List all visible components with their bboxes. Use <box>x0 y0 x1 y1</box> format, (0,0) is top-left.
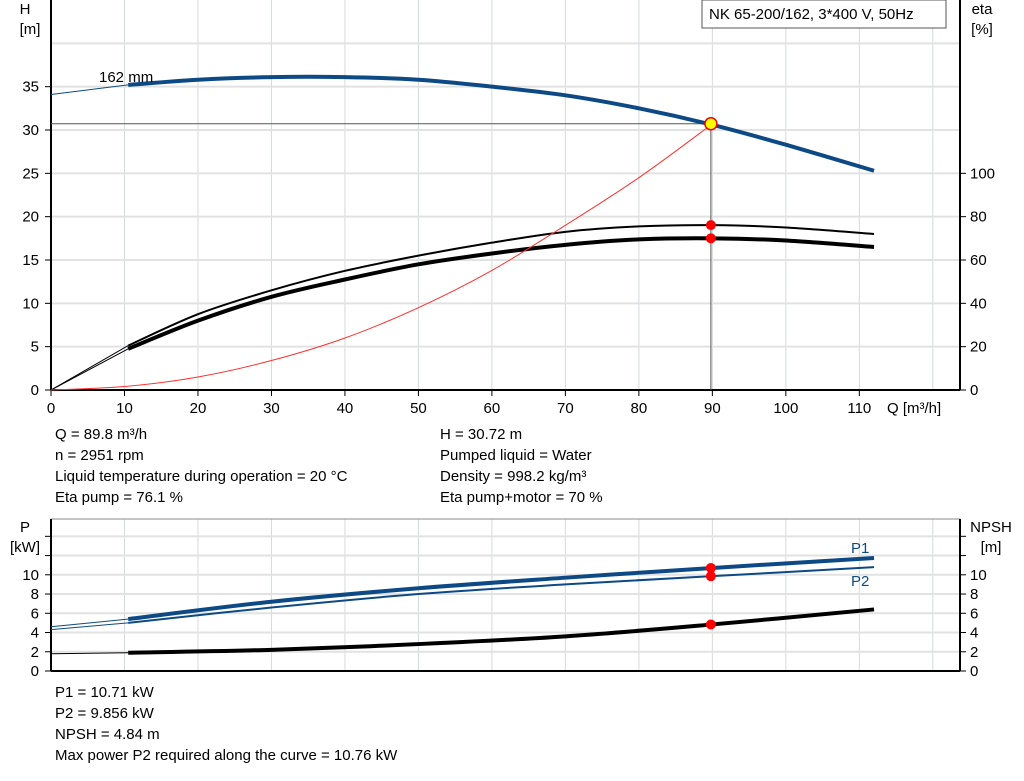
info-h: H = 30.72 m <box>440 426 523 443</box>
operating-point <box>704 117 718 131</box>
y2-axis-label: eta <box>972 1 994 18</box>
title-box <box>701 0 947 29</box>
x-tick-label: 50 <box>410 400 427 417</box>
y-tick-label: 5 <box>31 339 39 356</box>
h-curve <box>128 74 875 173</box>
y2-tick-label: 20 <box>970 339 987 356</box>
x-tick-label: 40 <box>337 400 354 417</box>
x-tick-label: 70 <box>557 400 574 417</box>
eta-pump-point <box>705 220 716 231</box>
x-tick-label: 60 <box>484 400 501 417</box>
y-axis-unit: [kW] <box>10 539 40 556</box>
x-tick-label: 30 <box>263 400 280 417</box>
y-tick-label: 0 <box>31 663 39 680</box>
y-tick-label: 0 <box>31 382 39 399</box>
x-axis-label: Q [m³/h] <box>887 400 941 417</box>
y-axis-unit: [m] <box>20 21 41 38</box>
y-tick-label: 25 <box>22 165 39 182</box>
x-tick-label: 80 <box>631 400 648 417</box>
y2-tick-label: 2 <box>970 644 978 661</box>
y2-tick-label: 10 <box>970 567 987 584</box>
x-tick-label: 110 <box>847 400 871 417</box>
p1-curve <box>127 555 875 622</box>
y-tick-label: 2 <box>31 644 39 661</box>
info-max-power: Max power P2 required along the curve = … <box>55 747 398 764</box>
p1-label: P1 <box>851 540 869 557</box>
series-1-extrapolation <box>50 622 129 631</box>
npsh-curve <box>128 607 875 655</box>
y2-axis-label: NPSH <box>970 519 1012 536</box>
npsh-point <box>705 619 716 630</box>
y2-axis-unit: [%] <box>971 21 993 38</box>
info-p1: P1 = 10.71 kW <box>55 684 154 701</box>
info-liquid: Pumped liquid = Water <box>440 447 592 464</box>
y-tick-label: 30 <box>22 122 39 139</box>
p2-curve <box>128 566 875 624</box>
p1-point <box>705 562 716 573</box>
y-tick-label: 8 <box>31 586 39 603</box>
info-top-right: H = 30.72 m Pumped liquid = Water Densit… <box>440 424 603 508</box>
series-0-extrapolation <box>50 618 129 628</box>
info-p2: P2 = 9.856 kW <box>55 705 154 722</box>
y2-tick-label: 6 <box>970 605 978 622</box>
y2-tick-label: 80 <box>970 209 987 226</box>
info-bottom: P1 = 10.71 kW P2 = 9.856 kW NPSH = 4.84 … <box>55 682 397 766</box>
info-temperature: Liquid temperature during operation = 20… <box>55 468 348 485</box>
y2-tick-label: 40 <box>970 295 987 312</box>
y-axis-label: H <box>20 1 31 18</box>
info-speed: n = 2951 rpm <box>55 447 144 464</box>
series-2-extrapolation <box>50 348 129 391</box>
y-tick-label: 35 <box>22 79 39 96</box>
info-npsh: NPSH = 4.84 m <box>55 726 160 743</box>
y-tick-label: 20 <box>22 209 39 226</box>
eta-pump-motor-point <box>705 233 716 244</box>
eta-pump-motor-curve <box>127 236 875 351</box>
info-top-left: Q = 89.8 m³/h n = 2951 rpm Liquid temper… <box>55 424 347 508</box>
y2-tick-label: 0 <box>970 382 978 399</box>
y2-tick-label: 8 <box>970 586 978 603</box>
x-tick-label: 100 <box>773 400 798 417</box>
info-eta-pump-motor: Eta pump+motor = 70 % <box>440 489 603 506</box>
x-tick-label: 90 <box>704 400 721 417</box>
y-tick-label: 4 <box>31 625 39 642</box>
x-tick-label: 20 <box>190 400 207 417</box>
info-eta-pump: Eta pump = 76.1 % <box>55 489 183 506</box>
y2-tick-label: 100 <box>970 165 995 182</box>
chart-title: NK 65-200/162, 3*400 V, 50Hz <box>709 6 914 23</box>
y2-tick-label: 0 <box>970 663 978 680</box>
y-tick-label: 15 <box>22 252 39 269</box>
info-density: Density = 998.2 kg/m³ <box>440 468 587 485</box>
y-tick-label: 10 <box>22 567 39 584</box>
y-axis-label: P <box>20 519 30 536</box>
y-tick-label: 6 <box>31 605 39 622</box>
curve-label: 162 mm <box>99 69 153 86</box>
y-tick-label: 10 <box>22 295 39 312</box>
series-2-extrapolation <box>50 652 129 655</box>
eta-pump-curve <box>127 224 875 347</box>
x-tick-label: 10 <box>116 400 133 417</box>
info-q: Q = 89.8 m³/h <box>55 426 148 443</box>
series-0-extrapolation <box>50 84 129 95</box>
y2-tick-label: 60 <box>970 252 987 269</box>
p2-point <box>705 571 716 582</box>
p2-label: P2 <box>851 573 869 590</box>
x-tick-label: 0 <box>47 400 55 417</box>
system-curve <box>50 123 713 391</box>
y2-axis-unit: [m] <box>981 539 1002 556</box>
y2-tick-label: 4 <box>970 625 978 642</box>
